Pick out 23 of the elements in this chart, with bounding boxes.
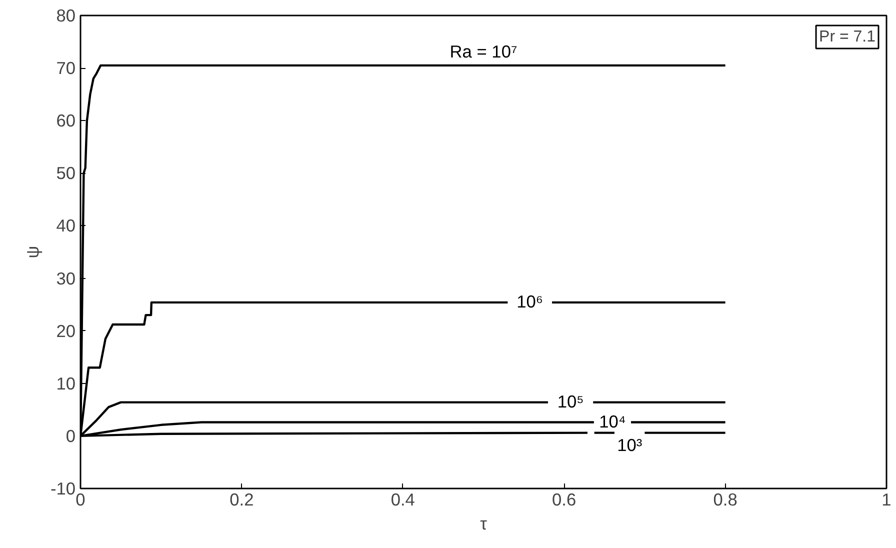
y-tick-label: 60 (56, 110, 76, 131)
y-tick-label: 80 (56, 6, 76, 26)
y-tick-label: 40 (56, 216, 76, 236)
x-tick-label: 1 (882, 490, 892, 510)
y-tick-label: 0 (66, 426, 76, 446)
y-tick-label: 50 (56, 163, 76, 184)
series-label: 10⁴ (599, 411, 626, 432)
series-label: 10⁵ (557, 391, 584, 412)
x-tick-label: 0.8 (713, 490, 738, 510)
y-axis-title: ψ (22, 246, 42, 258)
y-tick-label: 20 (56, 320, 76, 341)
y-tick-label: 70 (56, 58, 76, 78)
annotation: Pr = 7.1 (819, 28, 876, 46)
series-label: Ra = 10⁷ (450, 41, 518, 62)
x-tick-label: 0.4 (390, 490, 416, 510)
series-label: 10³ (617, 434, 642, 455)
x-tick-label: 0.2 (230, 490, 254, 510)
y-tick-label: 30 (56, 268, 76, 288)
series-label: 10⁶ (516, 291, 544, 312)
y-tick-label: -10 (50, 478, 76, 498)
y-tick-label: 10 (56, 373, 76, 394)
x-axis-title: τ (480, 514, 488, 534)
x-tick-label: 0.6 (552, 490, 576, 510)
